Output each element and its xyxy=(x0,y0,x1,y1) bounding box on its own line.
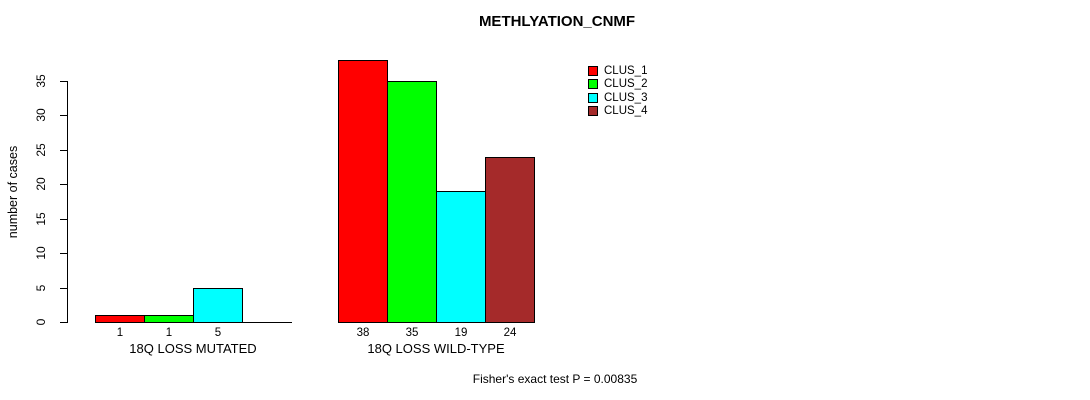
y-axis-tick-label: 20 xyxy=(34,177,48,191)
legend-swatch-icon xyxy=(588,79,598,90)
legend-item-clus_1: CLUS_1 xyxy=(588,64,647,78)
y-axis-tick-label: 25 xyxy=(34,143,48,157)
y-axis-tick-label: 15 xyxy=(34,212,48,226)
y-axis-tick xyxy=(60,184,67,185)
bar-value-label: 1 xyxy=(116,327,124,339)
y-axis-tick xyxy=(60,253,67,254)
legend-item-clus_2: CLUS_2 xyxy=(588,78,647,92)
bar-clus_2 xyxy=(387,81,437,323)
y-axis-tick xyxy=(60,150,67,151)
bar-value-label: 38 xyxy=(356,327,370,339)
bar-clus_3 xyxy=(193,288,243,323)
legend-label: CLUS_4 xyxy=(604,105,648,118)
y-axis-tick xyxy=(60,219,67,220)
y-axis-label: number of cases xyxy=(6,145,20,239)
bar-value-label: 1 xyxy=(165,327,173,339)
legend-swatch-icon xyxy=(588,92,598,103)
annotation-text: Fisher's exact test P = 0.00835 xyxy=(472,372,638,386)
bar-value-label: 35 xyxy=(405,327,419,339)
legend-label: CLUS_1 xyxy=(604,64,648,77)
y-axis-tick-label: 5 xyxy=(34,284,48,292)
y-axis-tick-label: 0 xyxy=(34,318,48,326)
bar-value-label: 19 xyxy=(454,327,468,339)
legend-label: CLUS_2 xyxy=(604,78,648,91)
y-axis-tick xyxy=(60,81,67,82)
legend-item-clus_3: CLUS_3 xyxy=(588,91,647,105)
group-label: 18Q LOSS MUTATED xyxy=(129,341,257,356)
y-axis-tick-label: 35 xyxy=(34,74,48,88)
bar-value-label: 24 xyxy=(503,327,517,339)
legend: CLUS_1 CLUS_2 CLUS_3 CLUS_4 xyxy=(588,64,647,118)
y-axis-tick-label: 10 xyxy=(34,246,48,260)
legend-label: CLUS_3 xyxy=(604,91,648,104)
bar-clus_4-zero xyxy=(242,322,292,323)
legend-swatch-icon xyxy=(588,106,598,117)
bar-clus_1 xyxy=(338,60,388,323)
y-axis-tick xyxy=(60,288,67,289)
legend-item-clus_4: CLUS_4 xyxy=(588,105,647,119)
y-axis-tick xyxy=(60,322,67,323)
bar-value-label: 5 xyxy=(214,327,222,339)
bar-clus_3 xyxy=(436,191,486,323)
bar-clus_2 xyxy=(144,315,194,323)
y-axis-tick xyxy=(60,115,67,116)
bar-clus_1 xyxy=(95,315,145,323)
chart-title: METHLYATION_CNMF xyxy=(478,13,636,30)
group-label: 18Q LOSS WILD-TYPE xyxy=(367,341,505,356)
y-axis-tick-label: 30 xyxy=(34,108,48,122)
legend-swatch-icon xyxy=(588,65,598,76)
y-axis-line xyxy=(67,81,68,323)
bar-clus_4 xyxy=(485,157,535,323)
